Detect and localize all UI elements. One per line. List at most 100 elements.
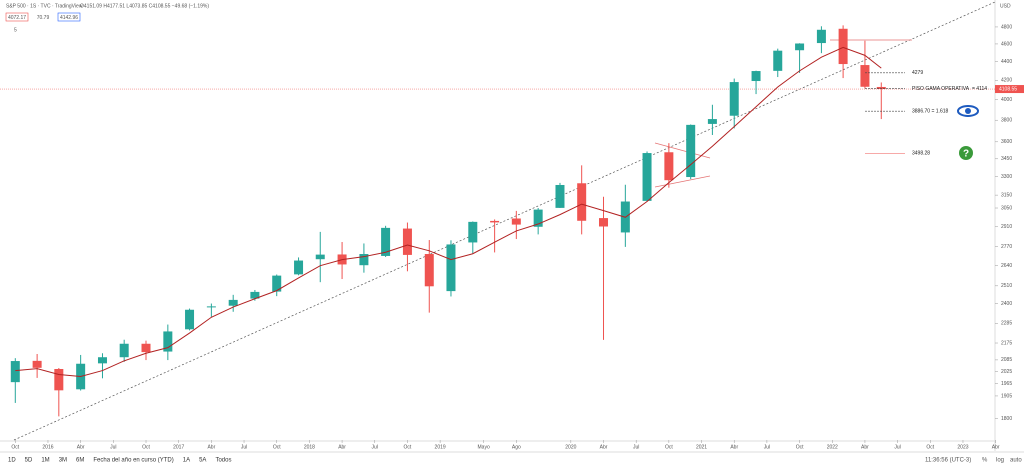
y-tick-label: 4400 bbox=[1001, 59, 1012, 65]
candle-body bbox=[228, 299, 238, 306]
x-tick-label: 2021 bbox=[696, 444, 707, 450]
x-tick-label: Abr bbox=[730, 444, 738, 450]
candle-body bbox=[97, 357, 107, 364]
candle-body bbox=[664, 152, 674, 181]
candle-body bbox=[795, 43, 805, 51]
price-box bbox=[31, 12, 55, 22]
x-tick-label: Ago bbox=[512, 444, 521, 450]
chart-title: S&P 500 · 1S · TVC · TradingView bbox=[6, 3, 83, 9]
candle-body bbox=[272, 275, 282, 292]
candle-body bbox=[555, 184, 565, 208]
indicator-count[interactable]: 5 bbox=[14, 27, 17, 33]
candle-body bbox=[729, 82, 739, 116]
y-unit: USD bbox=[1000, 3, 1011, 9]
annotation-label: 3498.28 bbox=[912, 151, 930, 157]
last-price-tag bbox=[995, 85, 1024, 94]
candle-body bbox=[490, 220, 500, 223]
range-button[interactable]: 1M bbox=[41, 458, 49, 464]
y-tick-label: 3450 bbox=[1001, 156, 1012, 162]
candle-body bbox=[642, 153, 652, 201]
y-tick-label: 2025 bbox=[1001, 369, 1012, 375]
range-button[interactable]: Todos bbox=[215, 458, 231, 464]
candle-body bbox=[599, 218, 609, 227]
candle-body bbox=[860, 65, 870, 87]
scale-option[interactable]: log bbox=[996, 458, 1004, 464]
range-button[interactable]: 1D bbox=[8, 458, 16, 464]
trendline bbox=[13, 1, 996, 441]
candle-body bbox=[119, 343, 129, 358]
range-button[interactable]: 6M bbox=[76, 458, 84, 464]
y-tick-label: 1905 bbox=[1001, 393, 1012, 399]
y-tick-label: 2085 bbox=[1001, 357, 1012, 363]
y-tick-label: 3800 bbox=[1001, 118, 1012, 124]
x-tick-label: 2016 bbox=[42, 444, 53, 450]
x-tick-label: Oct bbox=[926, 444, 934, 450]
range-button[interactable]: 5D bbox=[25, 458, 33, 464]
y-tick-label: 4000 bbox=[1001, 97, 1012, 103]
range-button[interactable]: 3M bbox=[59, 458, 67, 464]
candle-body bbox=[402, 228, 412, 255]
price-box-label: 70.79 bbox=[37, 15, 50, 21]
y-tick-label: 2770 bbox=[1001, 244, 1012, 250]
y-tick-label: 1800 bbox=[1001, 416, 1012, 422]
x-tick-label: 2023 bbox=[957, 444, 968, 450]
candle-body bbox=[141, 343, 151, 353]
scale-option[interactable]: % bbox=[982, 458, 988, 464]
candle-body bbox=[359, 254, 369, 266]
candle-body bbox=[468, 221, 478, 243]
x-tick-label: Oct bbox=[404, 444, 412, 450]
y-tick-label: 2400 bbox=[1001, 301, 1012, 307]
annotation-label: PISO GAMA OPERATIVA bbox=[912, 86, 970, 92]
x-tick-label: 2019 bbox=[435, 444, 446, 450]
candle-body bbox=[876, 86, 886, 90]
candle-body bbox=[838, 28, 848, 65]
svg-text:?: ? bbox=[963, 149, 969, 160]
clock: 11:36:56 (UTC-3) bbox=[925, 458, 971, 464]
x-tick-label: Oct bbox=[665, 444, 673, 450]
range-button[interactable]: Fecha del año en curso (YTD) bbox=[93, 458, 173, 464]
candle-body bbox=[751, 71, 761, 82]
y-tick-label: 2285 bbox=[1001, 321, 1012, 327]
candle-body bbox=[163, 331, 173, 352]
x-tick-label: 2020 bbox=[565, 444, 576, 450]
x-tick-label: Oct bbox=[11, 444, 19, 450]
x-tick-label: Jul bbox=[633, 444, 639, 450]
candle-body bbox=[315, 254, 325, 260]
y-tick-label: 3600 bbox=[1001, 139, 1012, 145]
x-tick-label: Abr bbox=[600, 444, 608, 450]
x-tick-label: Abr bbox=[992, 444, 1000, 450]
y-tick-label: 3300 bbox=[1001, 174, 1012, 180]
last-price-label: 4108.55 bbox=[999, 86, 1017, 92]
y-tick-label: 3150 bbox=[1001, 192, 1012, 198]
candle-body bbox=[424, 254, 434, 287]
ohlc-readout: O4151.09 H4177.51 L4073.85 C4108.55 −49.… bbox=[80, 3, 209, 9]
wedge-line bbox=[654, 175, 711, 188]
y-tick-label: 2640 bbox=[1001, 263, 1012, 269]
price-box-label: 4072.17 bbox=[8, 15, 26, 21]
y-tick-label: 2510 bbox=[1001, 283, 1012, 289]
candle-body bbox=[381, 227, 391, 256]
moving-average bbox=[15, 46, 882, 378]
price-box bbox=[5, 12, 29, 22]
candle-body bbox=[185, 309, 195, 330]
candle-body bbox=[511, 218, 521, 225]
annotation-value: = 4114 bbox=[972, 86, 987, 92]
range-button[interactable]: 5A bbox=[199, 458, 206, 464]
candle-body bbox=[533, 209, 543, 227]
x-tick-label: Oct bbox=[273, 444, 281, 450]
candle-body bbox=[446, 244, 456, 292]
candle-body bbox=[294, 260, 304, 275]
range-button[interactable]: 1A bbox=[183, 458, 190, 464]
x-tick-label: Abr bbox=[77, 444, 85, 450]
candle-body bbox=[206, 306, 216, 308]
price-box-label: 4142.96 bbox=[60, 15, 78, 21]
y-tick-label: 3050 bbox=[1001, 205, 1012, 211]
candle-body bbox=[816, 29, 826, 44]
scale-option[interactable]: auto bbox=[1010, 458, 1022, 464]
candle-body bbox=[686, 124, 696, 178]
x-tick-label: Jul bbox=[894, 444, 900, 450]
y-tick-label: 1965 bbox=[1001, 381, 1012, 387]
eye-icon bbox=[957, 105, 979, 117]
